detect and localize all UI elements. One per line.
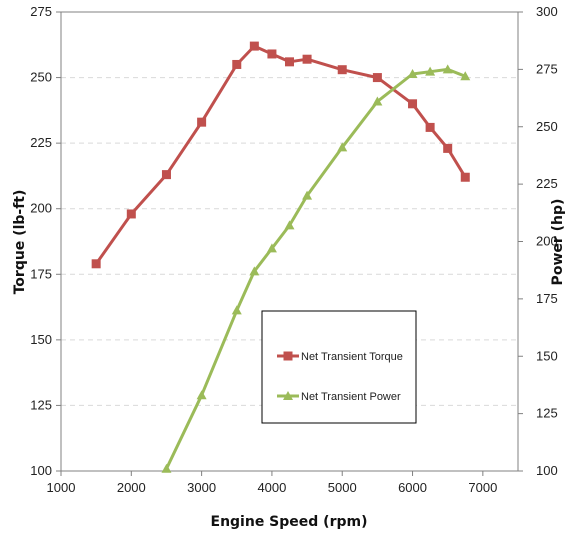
data-point bbox=[284, 220, 295, 230]
legend: Net Transient Torque Net Transient Power bbox=[261, 310, 417, 424]
data-point bbox=[267, 49, 277, 59]
data-point bbox=[91, 259, 101, 269]
data-point bbox=[460, 172, 470, 182]
data-point bbox=[249, 266, 260, 276]
data-point bbox=[231, 305, 242, 315]
x-tick-label: 4000 bbox=[257, 480, 286, 495]
legend-label-power: Net Transient Power bbox=[301, 391, 401, 403]
data-point bbox=[425, 66, 436, 76]
data-point bbox=[372, 73, 382, 83]
data-point bbox=[196, 390, 207, 400]
data-point bbox=[302, 54, 312, 64]
data-point bbox=[249, 41, 259, 51]
y-axis-left-title: Torque (lb-ft) bbox=[12, 190, 28, 295]
y-axis-right-title: Power (hp) bbox=[550, 199, 566, 286]
data-point bbox=[337, 142, 348, 152]
y-left-tick-label: 225 bbox=[30, 135, 52, 150]
data-point bbox=[425, 122, 435, 132]
y-left-tick-label: 200 bbox=[30, 201, 52, 216]
data-point bbox=[407, 68, 418, 78]
y-right-tick-label: 300 bbox=[536, 4, 558, 19]
y-right-tick-label: 125 bbox=[536, 406, 558, 421]
x-axis-title: Engine Speed (rpm) bbox=[211, 514, 368, 530]
series-power bbox=[161, 64, 471, 473]
axis-ticks: 1000 2000 3000 4000 5000 6000 7000 100 125 150 175… bbox=[30, 4, 557, 495]
data-point bbox=[161, 170, 171, 180]
y-right-tick-label: 200 bbox=[536, 234, 558, 249]
data-point bbox=[266, 243, 277, 253]
y-right-tick-label: 275 bbox=[536, 61, 558, 76]
y-left-tick-label: 175 bbox=[30, 266, 52, 281]
legend-box bbox=[261, 310, 417, 424]
data-point bbox=[161, 463, 172, 473]
data-point bbox=[302, 190, 313, 200]
y-left-tick-label: 250 bbox=[30, 70, 52, 85]
data-point bbox=[443, 143, 453, 153]
y-left-tick-label: 125 bbox=[30, 397, 52, 412]
x-tick-label: 7000 bbox=[468, 480, 497, 495]
y-right-tick-label: 100 bbox=[536, 463, 558, 478]
x-tick-label: 1000 bbox=[47, 480, 76, 495]
series bbox=[91, 41, 471, 473]
legend-marker-power bbox=[283, 391, 293, 400]
data-point bbox=[126, 209, 136, 219]
y-left-tick-label: 100 bbox=[30, 463, 52, 478]
x-tick-label: 5000 bbox=[328, 480, 357, 495]
legend-marker-torque bbox=[283, 351, 293, 361]
y-right-tick-label: 175 bbox=[536, 291, 558, 306]
y-right-tick-label: 250 bbox=[536, 119, 558, 134]
y-left-tick-label: 150 bbox=[30, 332, 52, 347]
data-point bbox=[285, 57, 294, 67]
data-point bbox=[460, 71, 471, 81]
y-right-tick-label: 225 bbox=[536, 176, 558, 191]
x-tick-label: 3000 bbox=[187, 480, 216, 495]
data-point bbox=[197, 117, 207, 127]
data-point bbox=[337, 65, 347, 75]
data-point bbox=[232, 59, 242, 69]
series-torque bbox=[91, 41, 470, 269]
legend-label-torque: Net Transient Torque bbox=[301, 351, 403, 363]
data-point bbox=[442, 64, 453, 74]
x-tick-label: 2000 bbox=[117, 480, 146, 495]
x-tick-label: 6000 bbox=[398, 480, 427, 495]
y-left-tick-label: 275 bbox=[30, 4, 52, 19]
data-point bbox=[372, 96, 383, 106]
y-right-tick-label: 150 bbox=[536, 348, 558, 363]
data-point bbox=[408, 99, 418, 109]
series-line bbox=[94, 44, 467, 265]
